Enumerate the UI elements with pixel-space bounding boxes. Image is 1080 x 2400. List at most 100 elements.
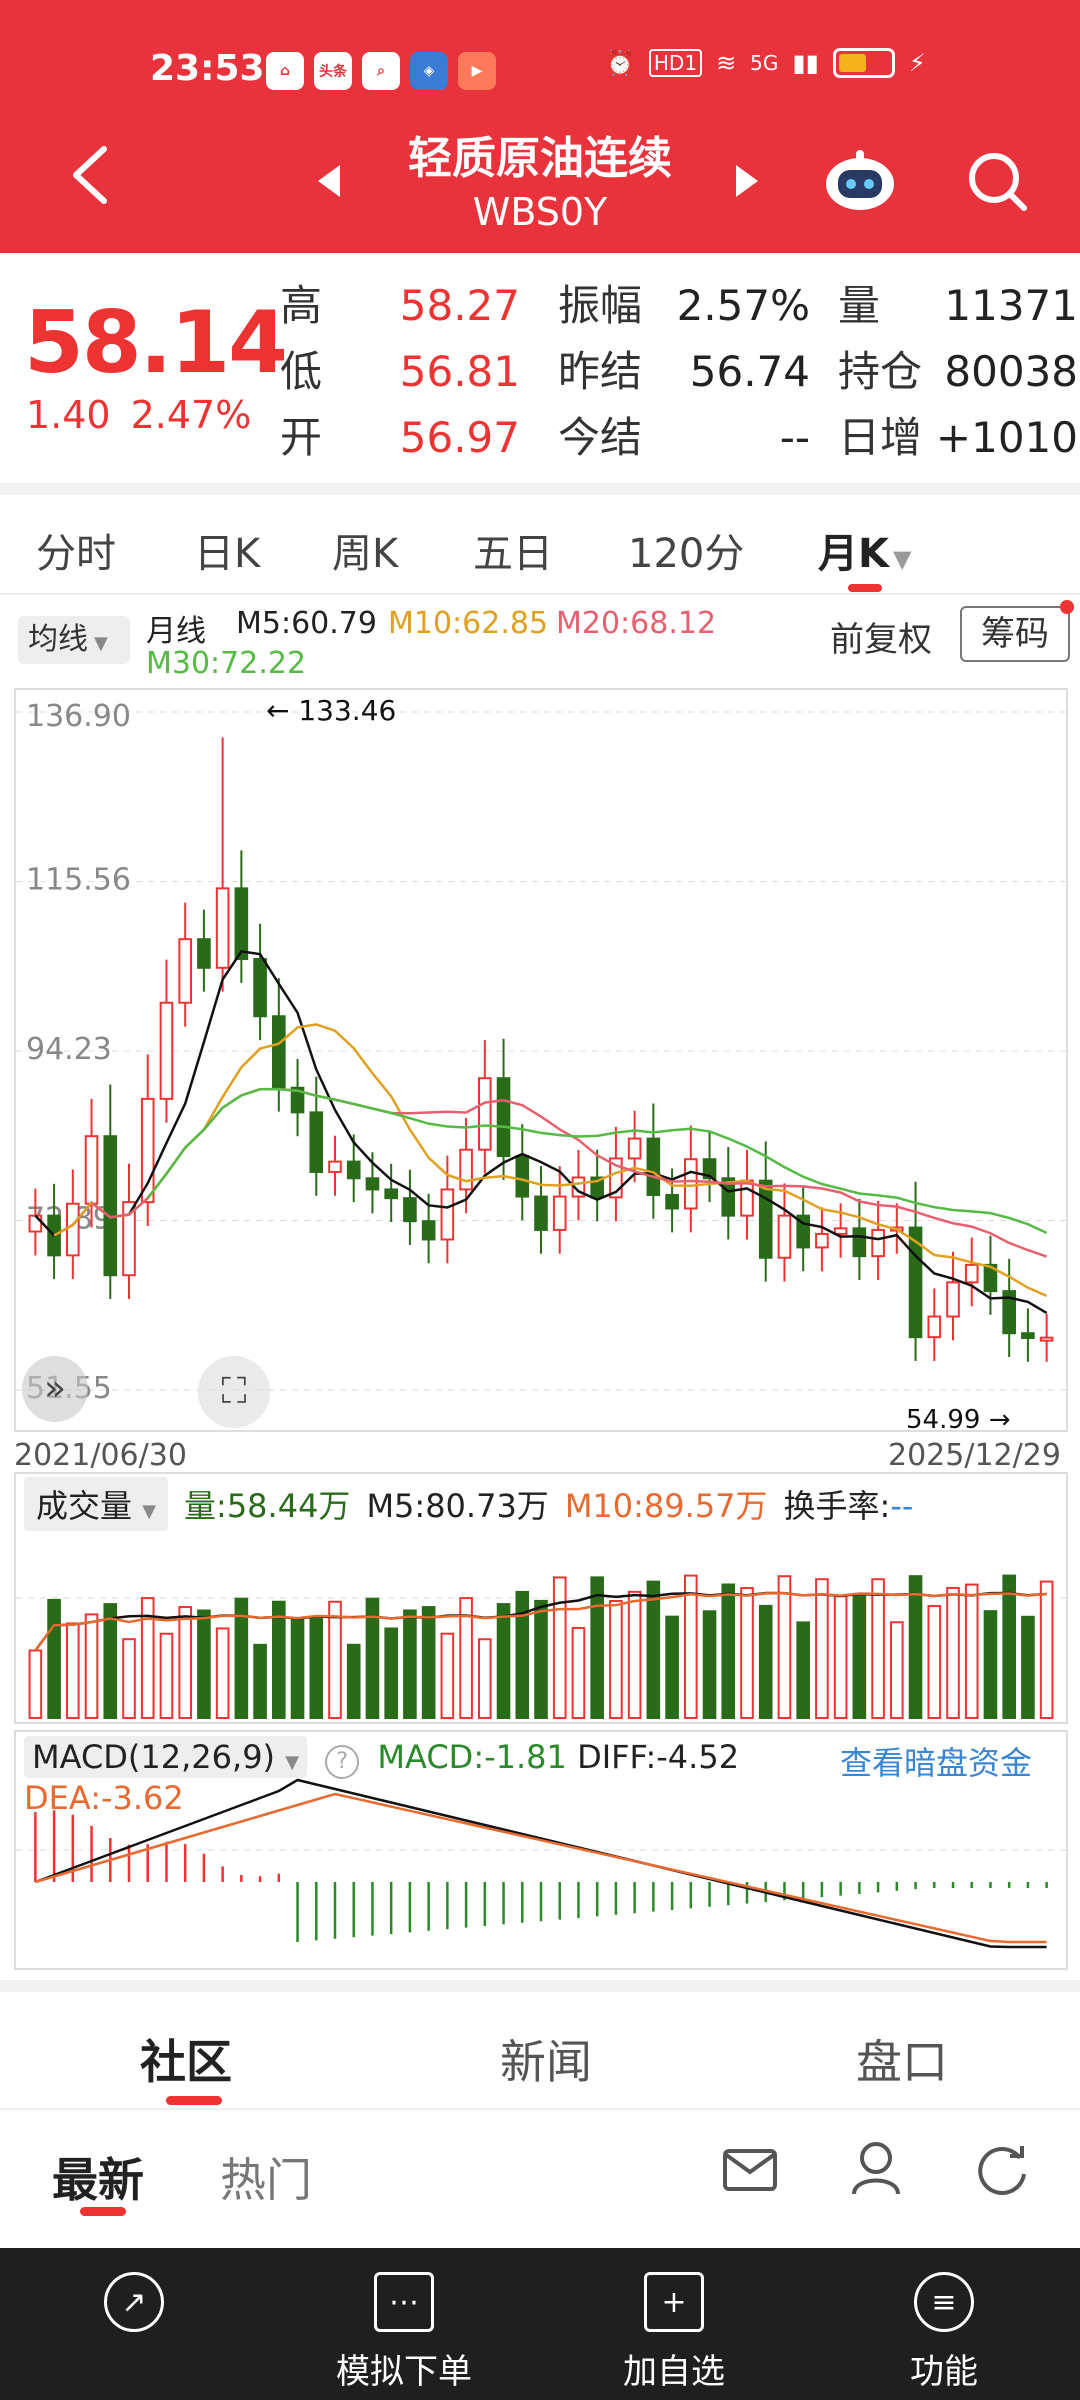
candle-body xyxy=(159,1001,174,1100)
ma-selector[interactable]: 均线 ▼ xyxy=(18,616,130,664)
macd-selector[interactable]: MACD(12,26,9) ▼ xyxy=(24,1736,308,1778)
tab-community[interactable]: 社区 xyxy=(140,2035,232,2089)
volume-bar xyxy=(47,1598,61,1719)
candle-body xyxy=(421,1220,436,1241)
tab-orderbook[interactable]: 盘口 xyxy=(856,2035,948,2089)
robot-assistant-icon[interactable] xyxy=(822,148,898,212)
label-low: 低 xyxy=(280,347,323,396)
value-amplitude: 2.57% xyxy=(676,281,810,330)
tab-weekly-k[interactable]: 周K xyxy=(332,531,399,577)
user-icon[interactable] xyxy=(850,2140,902,2196)
candle-body xyxy=(571,1176,586,1198)
fullscreen-button[interactable]: ⛶ xyxy=(198,1356,270,1428)
active-tab-indicator xyxy=(848,584,882,592)
volume-bar xyxy=(122,1638,136,1720)
candle-body xyxy=(122,1201,136,1277)
compass-icon: ↗ xyxy=(104,2272,164,2332)
volume-bar xyxy=(721,1583,736,1719)
ma-legend: 均线 ▼ 月线 M5:60.79 M10:62.85 M20:68.12 M30:… xyxy=(0,600,1080,688)
macd-svg xyxy=(16,1778,1066,1949)
document-icon: ⋯ xyxy=(374,2272,434,2332)
tab-hot[interactable]: 热门 xyxy=(220,2153,312,2207)
label-daily-change: 日增 xyxy=(838,413,923,462)
candle-body xyxy=(496,1077,511,1158)
candle-body xyxy=(272,1015,286,1089)
volume-bar xyxy=(590,1576,604,1719)
candle-body xyxy=(665,1193,679,1210)
volume-bar xyxy=(440,1632,455,1719)
tab-five-day[interactable]: 五日 xyxy=(473,531,553,577)
tab-120min[interactable]: 120分 xyxy=(628,531,745,577)
max-price-label: ← 133.46 xyxy=(266,694,396,727)
value-high: 58.27 xyxy=(399,281,520,330)
header: 23:53 ⌂ 头条 ⌕ ◈ ▶ ⏰ HD1 ≋ 5G ▮▮ ⚡ 轻质原油连续 … xyxy=(0,0,1080,253)
candle-body xyxy=(197,938,211,969)
y-tick-label: 136.90 xyxy=(26,699,131,734)
candle-body xyxy=(234,887,249,961)
candle-body xyxy=(758,1179,773,1259)
volume-bar xyxy=(796,1621,810,1720)
volume-bar xyxy=(927,1605,942,1719)
chip-button[interactable]: 筹码 xyxy=(960,606,1070,662)
trade-button[interactable]: ↗ xyxy=(54,2272,214,2344)
macd-legend: MACD(12,26,9) ▼ ? MACD:-1.81 DIFF:-4.52 … xyxy=(24,1736,739,1817)
plus-icon: + xyxy=(644,2272,704,2332)
date-start: 2021/06/30 xyxy=(14,1438,187,1473)
volume-bar xyxy=(665,1615,679,1720)
ma10-line xyxy=(53,1023,1048,1297)
toutiao-app-icon: 头条 xyxy=(314,52,352,90)
adjust-toggle[interactable]: 前复权 xyxy=(830,620,932,660)
volume-chart[interactable] xyxy=(14,1472,1068,1724)
candle-body xyxy=(346,1160,361,1180)
dark-pool-link[interactable]: 查看暗盘资金 xyxy=(840,1744,1033,1782)
signal-5g-icon: 5G xyxy=(750,51,779,75)
candle-body xyxy=(103,1135,118,1277)
tab-monthly-k[interactable]: 月K ▼ xyxy=(818,521,911,579)
candle-body xyxy=(1002,1290,1016,1335)
help-icon[interactable]: ? xyxy=(325,1745,360,1779)
volume-selector[interactable]: 成交量 ▼ xyxy=(24,1477,169,1531)
functions-button[interactable]: ≡ 功能 xyxy=(864,2272,1024,2393)
tab-news[interactable]: 新闻 xyxy=(500,2035,592,2089)
candle-body xyxy=(515,1155,530,1198)
search-icon[interactable] xyxy=(964,148,1030,214)
ma30-line xyxy=(146,1087,1048,1234)
candle-body xyxy=(815,1232,829,1249)
search-app-icon: ⌕ xyxy=(362,52,400,90)
sim-order-button[interactable]: ⋯ 模拟下单 xyxy=(324,2272,484,2393)
tab-timeshare[interactable]: 分时 xyxy=(36,531,116,577)
refresh-icon[interactable] xyxy=(974,2142,1030,2198)
home-app-icon: ⌂ xyxy=(266,52,304,90)
volume-bar xyxy=(272,1600,286,1719)
volume-bar xyxy=(140,1597,155,1719)
candle-body xyxy=(459,1148,473,1191)
mail-icon[interactable] xyxy=(722,2148,778,2192)
dea-line xyxy=(35,1792,1047,1944)
candle-body xyxy=(178,938,192,1004)
tab-daily-k[interactable]: 日K xyxy=(194,531,261,577)
y-tick-label: 115.56 xyxy=(26,863,131,898)
ma-m5: M5:60.79 xyxy=(236,606,377,641)
back-icon[interactable] xyxy=(70,145,110,205)
candle-body xyxy=(590,1176,604,1199)
volume-svg xyxy=(16,1574,1066,1720)
ma-m20: M20:68.12 xyxy=(556,606,717,641)
candle-body xyxy=(309,1111,324,1173)
ma-m10: M10:62.85 xyxy=(388,606,549,641)
expand-sidebar-button[interactable]: » xyxy=(22,1356,88,1422)
prev-contract-icon[interactable] xyxy=(318,165,340,197)
community-tabs: 社区 新闻 盘口 xyxy=(0,1992,1080,2110)
next-contract-icon[interactable] xyxy=(736,165,758,197)
add-watchlist-button[interactable]: + 加自选 xyxy=(594,2272,754,2393)
value-today-settle: -- xyxy=(779,413,810,462)
candle-body xyxy=(609,1157,623,1199)
price-change: 1.40 2.47% xyxy=(26,393,271,437)
volume-bar xyxy=(646,1580,661,1720)
divider xyxy=(0,1980,1080,1992)
candle-body xyxy=(646,1137,661,1196)
tab-latest[interactable]: 最新 xyxy=(52,2153,144,2207)
notification-icons: ⌂ 头条 ⌕ ◈ ▶ xyxy=(266,52,496,90)
volume-bar xyxy=(908,1575,923,1720)
volume-bar xyxy=(66,1622,80,1719)
